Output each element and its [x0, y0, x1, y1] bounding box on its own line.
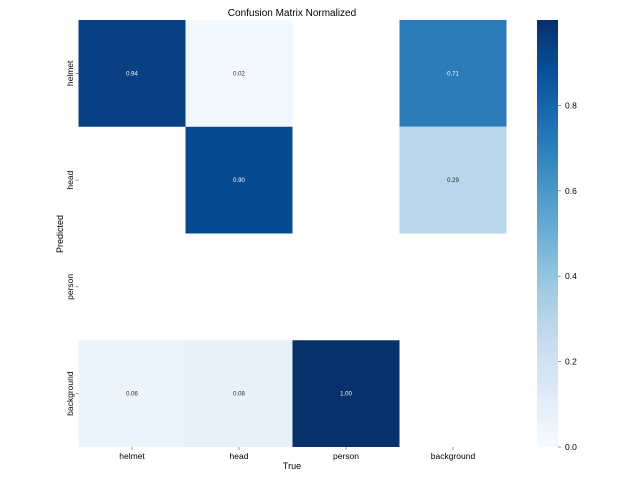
heatmap-cell [292, 340, 400, 447]
colorbar-tick-label: 0.0 [565, 442, 577, 452]
heatmap-cell [78, 20, 186, 127]
cell-value-label: 0.90 [233, 178, 245, 184]
x-tick-label: head [230, 451, 249, 461]
cell-value-label: 0.02 [233, 71, 245, 77]
y-tick-label: head [65, 170, 75, 189]
colorbar [537, 20, 558, 447]
cell-value-label: 0.94 [126, 71, 138, 77]
y-tick-label: person [65, 274, 75, 300]
y-axis-label: Predicted [55, 215, 65, 253]
cell-value-label: 0.71 [447, 71, 459, 77]
y-tick-label: helmet [65, 60, 75, 86]
colorbar-tick-label: 0.6 [565, 186, 577, 196]
heatmap-cell [78, 340, 186, 447]
heatmap-cell [185, 340, 293, 447]
heatmap-cell [399, 20, 507, 127]
cell-value-label: 1.00 [340, 392, 352, 398]
colorbar-tick-label: 0.2 [565, 357, 577, 367]
colorbar-tick-label: 0.4 [565, 271, 577, 281]
chart-title: Confusion Matrix Normalized [228, 8, 356, 19]
colorbar-tick-label: 0.8 [565, 100, 577, 110]
x-tick-label: helmet [119, 451, 145, 461]
x-axis-label: True [283, 461, 301, 471]
heatmap-cell [185, 20, 293, 127]
x-tick-label: person [333, 451, 359, 461]
cell-value-label: 0.29 [447, 178, 459, 184]
x-tick-label: background [431, 451, 476, 461]
y-tick-label: background [65, 371, 75, 416]
cell-value-label: 0.08 [233, 392, 245, 398]
heatmap-cell [399, 126, 507, 234]
cell-value-label: 0.06 [126, 392, 138, 398]
heatmap-cell [185, 126, 293, 234]
